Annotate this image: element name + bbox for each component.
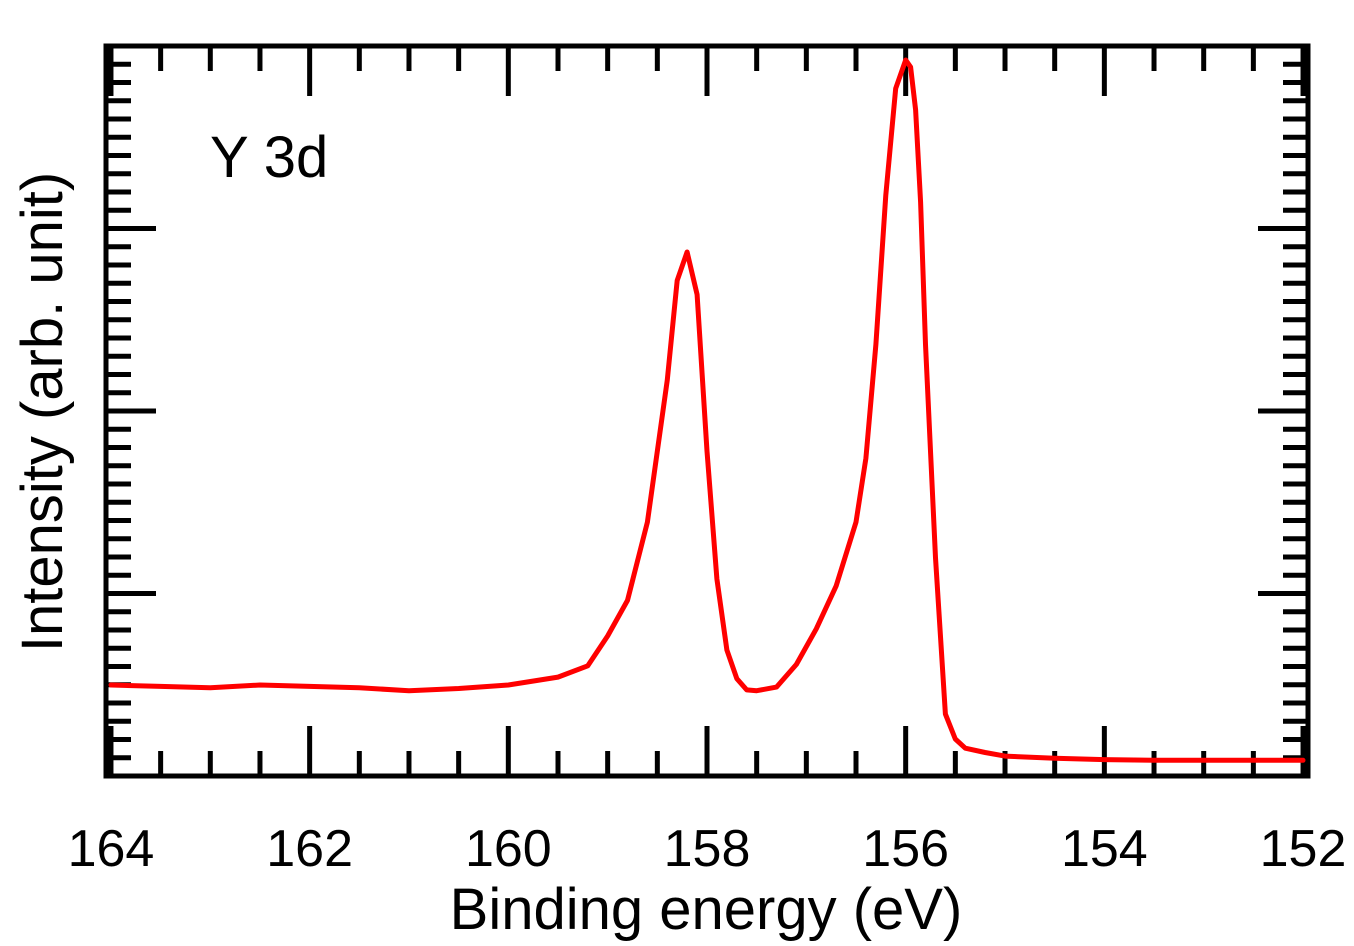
y-axis-title: Intensity (arb. unit): [10, 172, 75, 652]
x-tick-labels: 164 162 160 158 156 154 152: [68, 820, 1347, 878]
x-tick-label: 154: [1061, 820, 1148, 878]
x-tick-label: 164: [68, 820, 155, 878]
x-tick-label: 158: [664, 820, 751, 878]
peak-annotation: Y 3d: [210, 125, 328, 190]
x-tick-label: 152: [1260, 820, 1347, 878]
x-tick-label: 160: [465, 820, 552, 878]
tick-marks: [106, 46, 1308, 776]
x-tick-label: 162: [266, 820, 353, 878]
spectrum-line: [108, 57, 1306, 763]
plot-frame: [103, 43, 1311, 779]
x-tick-label: 156: [862, 820, 949, 878]
x-axis-title: Binding energy (eV): [450, 877, 963, 942]
